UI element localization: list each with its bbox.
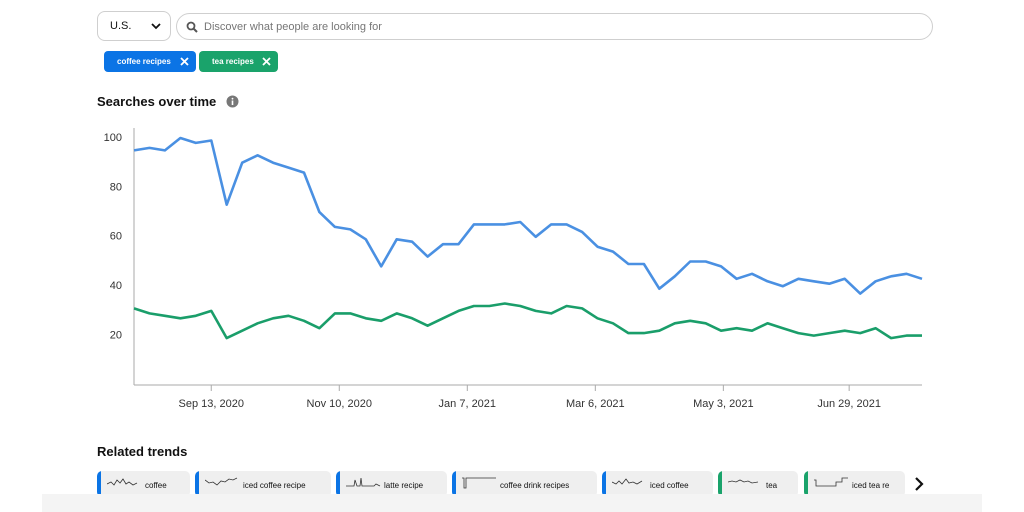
x-tick-label: Mar 6, 2021 [566, 398, 625, 410]
y-tick-label: 100 [104, 132, 122, 144]
filter-label: coffee recipes [117, 57, 171, 66]
trend-label: iced coffee recipe [243, 481, 306, 490]
remove-icon[interactable] [180, 57, 189, 66]
info-icon[interactable] [226, 95, 239, 108]
trend-color [452, 471, 456, 497]
trend-card[interactable]: iced coffee [602, 471, 713, 497]
trend-label: latte recipe [384, 481, 424, 490]
trend-color [718, 471, 722, 497]
sparkline [814, 477, 848, 487]
search-placeholder: Discover what people are looking for [204, 21, 382, 33]
chart: 20 40 60 80 100 Sep 13, 2020 Nov 10, 2020 Jan 7… [104, 128, 923, 410]
y-tick-label: 80 [110, 181, 122, 193]
trend-label: coffee drink recipes [500, 481, 570, 490]
sparkline [205, 477, 238, 486]
x-tick-label: Jun 29, 2021 [817, 398, 881, 410]
sparkline [107, 478, 138, 486]
trend-card[interactable]: latte recipe [336, 471, 447, 497]
series-line [133, 136, 923, 295]
filter-chip[interactable]: tea recipes [199, 51, 278, 72]
trend-card[interactable]: iced coffee recipe [195, 471, 331, 497]
sparkline [728, 479, 759, 484]
trend-color [336, 471, 340, 497]
x-tick-label: Jan 7, 2021 [439, 398, 497, 410]
trend-label: tea [766, 481, 778, 490]
x-tick-label: May 3, 2021 [693, 398, 754, 410]
trend-card[interactable]: coffee drink recipes [452, 471, 597, 497]
series-line [133, 302, 922, 340]
trend-label: iced coffee [650, 481, 689, 490]
country-select[interactable]: U.S. [97, 11, 171, 41]
filter-chip[interactable]: coffee recipes [104, 51, 196, 72]
trend-label: coffee [145, 481, 167, 490]
trend-color [804, 471, 808, 497]
sparkline [612, 478, 643, 485]
search-box[interactable]: Discover what people are looking for [176, 13, 933, 40]
related-title: Related trends [97, 444, 188, 459]
sparkline [462, 477, 496, 489]
y-tick-label: 40 [110, 280, 122, 292]
next-arrow[interactable] [912, 476, 926, 492]
trend-card[interactable]: tea [718, 471, 798, 497]
remove-icon[interactable] [262, 57, 271, 66]
x-tick-label: Sep 13, 2020 [179, 398, 244, 410]
filter-label: tea recipes [212, 57, 254, 66]
trend-color [97, 471, 101, 497]
trend-color [195, 471, 199, 497]
trend-label: iced tea re [852, 481, 890, 490]
chevron-icon [151, 23, 161, 30]
trend-card[interactable]: coffee [97, 471, 190, 497]
search-icon [186, 21, 198, 33]
bottom-strip [42, 494, 982, 512]
chart-title: Searches over time [97, 94, 217, 109]
x-tick-label: Nov 10, 2020 [307, 398, 372, 410]
trend-card[interactable]: iced tea re [804, 471, 905, 497]
sparkline [346, 477, 381, 487]
country-label: U.S. [110, 20, 132, 32]
y-tick-label: 60 [110, 231, 122, 243]
trend-color [602, 471, 606, 497]
y-tick-label: 20 [110, 330, 122, 342]
